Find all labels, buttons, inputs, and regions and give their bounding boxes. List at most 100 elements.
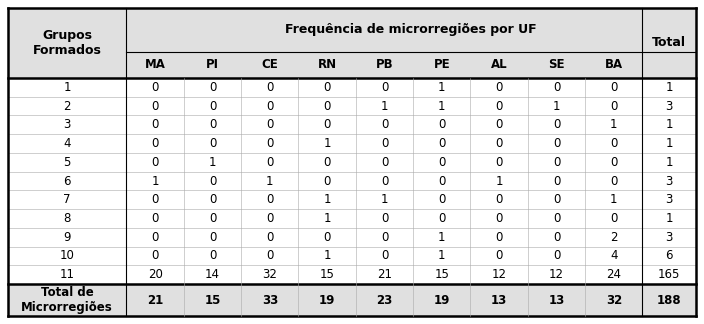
Text: PE: PE — [434, 59, 450, 72]
Text: 1: 1 — [323, 137, 331, 150]
Text: 1: 1 — [381, 193, 388, 206]
Text: 0: 0 — [381, 212, 388, 225]
Text: 1: 1 — [496, 175, 503, 188]
Text: 33: 33 — [262, 294, 278, 307]
Text: 0: 0 — [266, 212, 274, 225]
Text: 0: 0 — [496, 231, 503, 244]
Bar — [8, 52, 696, 78]
Text: 13: 13 — [548, 294, 565, 307]
Text: 0: 0 — [553, 118, 560, 131]
Text: 0: 0 — [151, 137, 159, 150]
Text: 6: 6 — [665, 249, 673, 262]
Text: 0: 0 — [553, 231, 560, 244]
Text: Total: Total — [652, 37, 686, 50]
Text: Total de
Microrregiões: Total de Microrregiões — [21, 286, 113, 314]
Text: 0: 0 — [610, 156, 617, 169]
Text: 21: 21 — [147, 294, 163, 307]
Text: 0: 0 — [151, 156, 159, 169]
Text: 188: 188 — [657, 294, 681, 307]
Text: 8: 8 — [63, 212, 71, 225]
Text: 0: 0 — [496, 99, 503, 113]
Text: 0: 0 — [438, 118, 446, 131]
Text: 1: 1 — [665, 156, 673, 169]
Text: 0: 0 — [381, 231, 388, 244]
Text: 1: 1 — [63, 81, 71, 94]
Text: 0: 0 — [553, 156, 560, 169]
Text: PB: PB — [376, 59, 394, 72]
Text: CE: CE — [261, 59, 278, 72]
Text: 0: 0 — [323, 231, 331, 244]
Text: 0: 0 — [209, 193, 216, 206]
Text: 3: 3 — [63, 118, 71, 131]
Text: 1: 1 — [209, 156, 216, 169]
Text: 0: 0 — [610, 137, 617, 150]
Text: 19: 19 — [434, 294, 450, 307]
Text: Frequência de microrregiões por UF: Frequência de microrregiões por UF — [285, 24, 537, 37]
Text: 0: 0 — [323, 118, 331, 131]
Text: 24: 24 — [606, 268, 622, 281]
Text: 0: 0 — [610, 81, 617, 94]
Bar — [8, 284, 696, 316]
Text: 0: 0 — [151, 212, 159, 225]
Text: 0: 0 — [438, 193, 446, 206]
Text: 0: 0 — [496, 156, 503, 169]
Text: 19: 19 — [319, 294, 335, 307]
Text: 32: 32 — [605, 294, 622, 307]
Text: 0: 0 — [209, 118, 216, 131]
Text: 11: 11 — [60, 268, 75, 281]
Text: 0: 0 — [266, 193, 274, 206]
Text: 0: 0 — [209, 231, 216, 244]
Text: 0: 0 — [610, 212, 617, 225]
Text: 1: 1 — [381, 99, 388, 113]
Bar — [8, 8, 696, 52]
Text: 0: 0 — [266, 231, 274, 244]
Text: 0: 0 — [553, 137, 560, 150]
Text: 0: 0 — [323, 99, 331, 113]
Text: PI: PI — [206, 59, 219, 72]
Text: 20: 20 — [148, 268, 163, 281]
Text: 0: 0 — [151, 193, 159, 206]
Text: 1: 1 — [323, 249, 331, 262]
Text: 12: 12 — [491, 268, 507, 281]
Text: 1: 1 — [665, 81, 673, 94]
Text: 0: 0 — [323, 81, 331, 94]
Text: 1: 1 — [665, 118, 673, 131]
Text: 1: 1 — [266, 175, 274, 188]
Text: 12: 12 — [549, 268, 564, 281]
Text: 9: 9 — [63, 231, 71, 244]
Text: 0: 0 — [496, 118, 503, 131]
Text: 1: 1 — [438, 249, 446, 262]
Text: 0: 0 — [209, 175, 216, 188]
Text: 1: 1 — [438, 231, 446, 244]
Text: 23: 23 — [377, 294, 393, 307]
Text: 1: 1 — [553, 99, 560, 113]
Text: 14: 14 — [205, 268, 220, 281]
Text: BA: BA — [605, 59, 623, 72]
Text: 0: 0 — [553, 249, 560, 262]
Text: 0: 0 — [209, 212, 216, 225]
Text: 5: 5 — [63, 156, 71, 169]
Text: 3: 3 — [665, 193, 673, 206]
Text: 0: 0 — [381, 137, 388, 150]
Text: 0: 0 — [496, 193, 503, 206]
Text: 10: 10 — [60, 249, 75, 262]
Text: 0: 0 — [381, 81, 388, 94]
Text: 1: 1 — [323, 193, 331, 206]
Text: 0: 0 — [553, 81, 560, 94]
Text: 0: 0 — [266, 99, 274, 113]
Text: 0: 0 — [381, 249, 388, 262]
Text: 3: 3 — [665, 231, 673, 244]
Text: 0: 0 — [438, 175, 446, 188]
Text: 0: 0 — [151, 118, 159, 131]
Text: 0: 0 — [151, 99, 159, 113]
Text: 0: 0 — [553, 212, 560, 225]
Text: 165: 165 — [658, 268, 681, 281]
Text: 15: 15 — [204, 294, 220, 307]
Text: 0: 0 — [266, 118, 274, 131]
Text: 0: 0 — [266, 156, 274, 169]
Text: 0: 0 — [266, 81, 274, 94]
Text: 2: 2 — [610, 231, 617, 244]
Text: 1: 1 — [665, 212, 673, 225]
Text: 1: 1 — [151, 175, 159, 188]
Text: 0: 0 — [496, 212, 503, 225]
